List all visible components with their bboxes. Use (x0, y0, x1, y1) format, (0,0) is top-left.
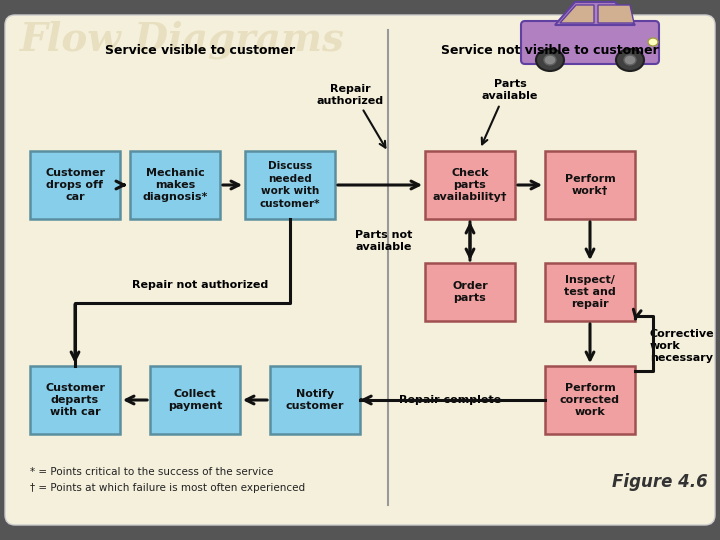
Ellipse shape (544, 55, 556, 65)
Text: Perform
corrected
work: Perform corrected work (560, 383, 620, 417)
Bar (545, 263, 635, 321)
Bar (150, 366, 240, 434)
Text: Inspect/
test and
repair: Inspect/ test and repair (564, 275, 616, 309)
Bar (130, 151, 220, 219)
Text: Check
parts
availability†: Check parts availability† (433, 167, 508, 202)
Bar (30, 366, 120, 434)
Bar (425, 151, 515, 219)
Text: Repair complete: Repair complete (399, 395, 501, 405)
Text: Flow Diagrams: Flow Diagrams (20, 21, 345, 59)
Text: Customer
drops off
car: Customer drops off car (45, 167, 105, 202)
Text: Repair not authorized: Repair not authorized (132, 280, 268, 291)
Bar (425, 263, 515, 321)
Text: Perform
work†: Perform work† (564, 174, 616, 196)
Ellipse shape (616, 49, 644, 71)
Text: * = Points critical to the success of the service: * = Points critical to the success of th… (30, 467, 274, 477)
Text: Parts
available: Parts available (482, 79, 538, 101)
Text: † = Points at which failure is most often experienced: † = Points at which failure is most ofte… (30, 483, 305, 493)
Bar (545, 151, 635, 219)
Text: Service visible to customer: Service visible to customer (105, 44, 295, 57)
Text: Mechanic
makes
diagnosis*: Mechanic makes diagnosis* (143, 167, 207, 202)
Text: Parts not
available: Parts not available (355, 230, 412, 252)
Polygon shape (555, 2, 635, 25)
Polygon shape (598, 5, 634, 23)
Text: Customer
departs
with car: Customer departs with car (45, 383, 105, 417)
FancyBboxPatch shape (521, 21, 659, 64)
Text: Repair
authorized: Repair authorized (316, 84, 384, 106)
Text: Collect
payment: Collect payment (168, 389, 222, 411)
Bar (270, 366, 360, 434)
Text: Notify
customer: Notify customer (286, 389, 344, 411)
Ellipse shape (648, 38, 658, 46)
Text: Discuss
needed
work with
customer*: Discuss needed work with customer* (260, 161, 320, 208)
Text: Service not visible to customer: Service not visible to customer (441, 44, 659, 57)
Polygon shape (560, 5, 594, 23)
Text: Corrective
work
necessary: Corrective work necessary (650, 329, 715, 362)
Bar (545, 366, 635, 434)
Bar (30, 151, 120, 219)
Bar (245, 151, 335, 219)
Ellipse shape (536, 49, 564, 71)
FancyBboxPatch shape (5, 15, 715, 525)
Text: Order
parts: Order parts (452, 281, 488, 303)
Ellipse shape (624, 55, 636, 65)
Text: Figure 4.6: Figure 4.6 (612, 473, 708, 491)
